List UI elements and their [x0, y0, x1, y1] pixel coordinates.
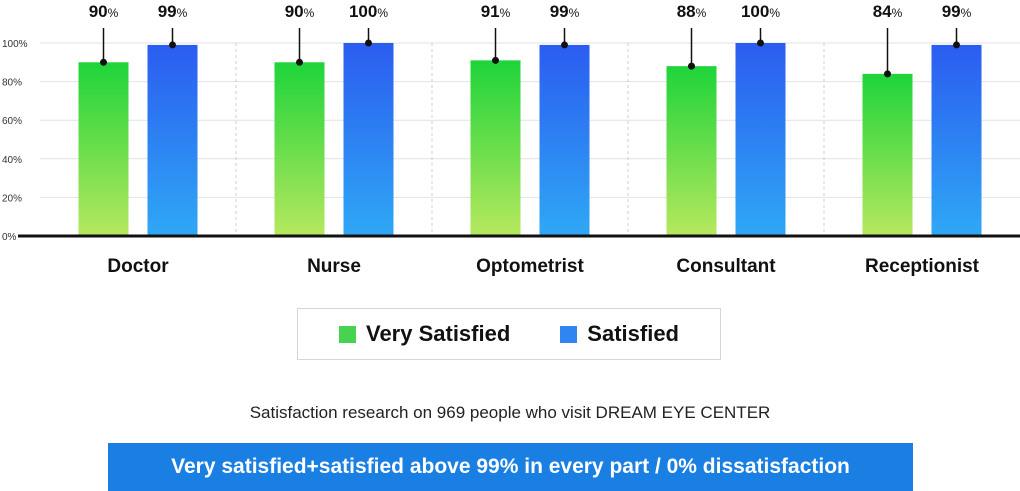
value-label: 99% — [158, 2, 188, 21]
y-tick-label: 40% — [2, 155, 22, 166]
value-marker-dot — [492, 56, 499, 64]
value-label: 100% — [741, 2, 780, 21]
legend-label-satisfied: Satisfied — [587, 321, 679, 346]
value-label: 100% — [349, 2, 388, 21]
value-marker-dot — [296, 58, 303, 66]
summary-banner: Very satisfied+satisfied above 99% in ev… — [108, 443, 913, 491]
y-tick-label: 20% — [2, 193, 22, 204]
value-marker-dot — [365, 39, 372, 47]
y-tick-label: 100% — [2, 39, 28, 50]
legend-swatch-satisfied — [560, 325, 578, 343]
value-label: 90% — [285, 2, 315, 21]
value-marker-dot — [953, 41, 960, 49]
legend-item-satisfied: Satisfied — [560, 321, 679, 347]
bar-satisfied — [539, 44, 590, 237]
chart-legend: Very Satisfied Satisfied — [297, 308, 721, 360]
y-tick-label: 0% — [2, 232, 17, 243]
bar-satisfied — [931, 44, 982, 237]
x-category-label: Doctor — [107, 256, 169, 277]
x-category-label: Receptionist — [865, 256, 980, 277]
bar-satisfied — [147, 44, 198, 237]
summary-banner-text: Very satisfied+satisfied above 99% in ev… — [171, 455, 850, 478]
value-marker-dot — [757, 39, 764, 47]
bar-satisfied — [735, 43, 786, 236]
value-label: 88% — [677, 2, 707, 21]
y-tick-label: 80% — [2, 78, 22, 89]
legend-swatch-very-satisfied — [338, 325, 356, 343]
value-marker-dot — [169, 41, 176, 49]
bar-chart: 0% 20% 40% 60% 80% 100% 90% 99% Doctor 90% 100% Nur… — [2, 2, 1020, 277]
bar-very-satisfied — [862, 73, 913, 236]
value-label: 99% — [550, 2, 580, 21]
x-category-label: Optometrist — [476, 256, 584, 277]
value-marker-dot — [884, 70, 891, 78]
legend-item-very-satisfied: Very Satisfied — [338, 321, 511, 347]
legend-label-very-satisfied: Very Satisfied — [365, 321, 511, 346]
bar-satisfied — [343, 43, 394, 236]
value-marker-dot — [100, 58, 107, 66]
bar-very-satisfied — [78, 62, 129, 236]
bar-very-satisfied — [470, 60, 521, 237]
x-category-label: Consultant — [676, 256, 776, 277]
value-marker-dot — [688, 62, 695, 70]
value-marker-dot — [561, 41, 568, 49]
value-label: 90% — [89, 2, 119, 21]
bar-very-satisfied — [274, 62, 325, 236]
survey-caption: Satisfaction research on 969 people who … — [249, 403, 771, 422]
x-category-label: Nurse — [307, 256, 361, 277]
bar-very-satisfied — [666, 66, 717, 236]
value-label: 84% — [873, 2, 903, 21]
value-label: 99% — [942, 2, 972, 21]
value-label: 91% — [481, 2, 511, 21]
y-tick-label: 60% — [2, 116, 22, 127]
